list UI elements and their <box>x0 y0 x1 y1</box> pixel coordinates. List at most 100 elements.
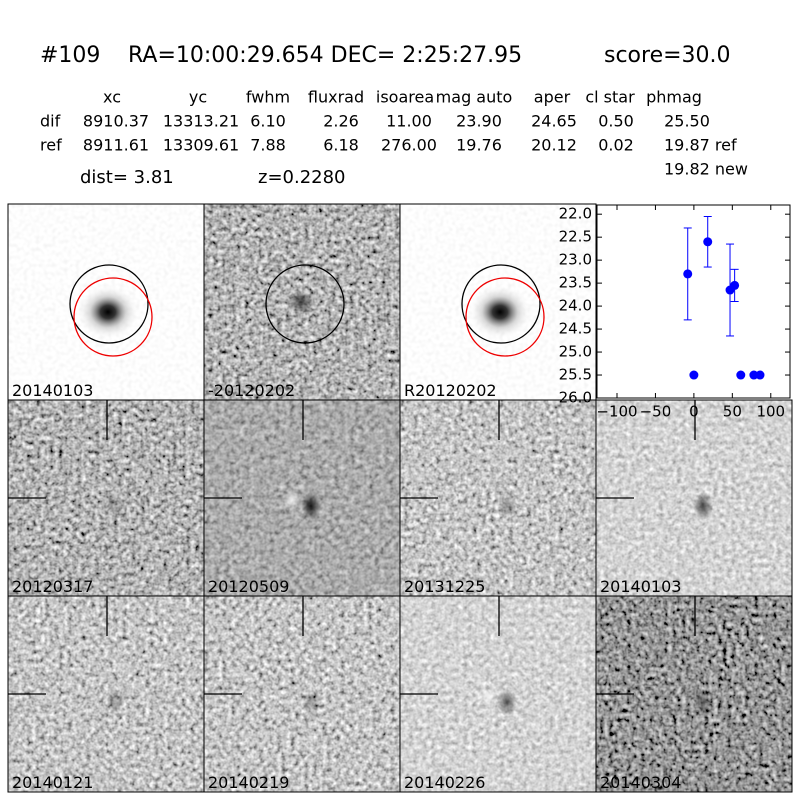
light-curve: 22.0 22.5 23.0 23.5 24.0 24.5 25.0 25.5 26.0−100… <box>559 204 791 421</box>
table-cell: 7.88 <box>250 136 286 155</box>
y-tick-label: 23.5 <box>559 274 592 292</box>
table-cell: 13313.21 <box>163 112 239 131</box>
column-header: xc <box>103 88 121 107</box>
column-header: yc <box>189 88 207 107</box>
panel-label: 20140219 <box>208 773 289 792</box>
table-cell: 13309.61 <box>163 136 239 155</box>
panel-label: 20120509 <box>208 577 289 596</box>
table-cell: 25.50 <box>664 112 710 131</box>
y-tick-label: 22.0 <box>559 205 592 223</box>
y-tick-label: 25.0 <box>559 343 592 361</box>
data-point <box>703 237 713 247</box>
header: #109 RA=10:00:29.654 DEC= 2:25:27.95 sco… <box>40 43 731 188</box>
panel-label: 20140304 <box>600 773 681 792</box>
table-cell: 24.65 <box>531 112 577 131</box>
y-tick-label: 26.0 <box>559 389 592 407</box>
table-cell: 2.26 <box>323 112 359 131</box>
distance: dist= 3.81 <box>80 167 174 188</box>
residual-spot <box>105 492 125 520</box>
column-header: aper <box>534 88 571 107</box>
plot-background <box>597 205 790 398</box>
image-panel: 20140226 <box>399 595 597 793</box>
table-cell: 19.76 <box>456 136 502 155</box>
residual-spot <box>497 492 517 520</box>
image-panels: 20140103 -20120202 R20120202 20120317 201205… <box>7 203 793 793</box>
panel-frame <box>595 595 793 793</box>
table-cell: 276.00 <box>381 136 437 155</box>
panel-label: 20140103 <box>600 577 681 596</box>
residual-spot <box>497 688 517 716</box>
residual-spot <box>301 492 321 520</box>
image-panel: 20140304 <box>595 595 793 793</box>
table-cell: 23.90 <box>456 112 502 131</box>
data-point <box>689 370 699 380</box>
panel-label: 20131225 <box>404 577 485 596</box>
panel-label: -20120202 <box>208 381 295 400</box>
column-header: mag auto <box>436 88 513 107</box>
table-cell: 0.02 <box>598 136 634 155</box>
table-cell: 19.87 ref <box>664 136 737 155</box>
residual-spot <box>301 688 321 716</box>
row-label: ref <box>40 136 62 155</box>
x-tick-label: 50 <box>723 403 742 421</box>
table-cell: 11.00 <box>386 112 432 131</box>
detection-circle <box>69 264 149 344</box>
table-cell: 0.50 <box>598 112 634 131</box>
column-header: phmag <box>646 88 702 107</box>
image-panel: -20120202 <box>203 203 401 401</box>
residual-white <box>284 490 300 510</box>
table-cell: 6.10 <box>250 112 286 131</box>
coordinates: RA=10:00:29.654 DEC= 2:25:27.95 <box>128 43 522 68</box>
y-tick-label: 23.0 <box>559 251 592 269</box>
new-phmag: 19.82 new <box>664 160 748 179</box>
y-tick-label: 25.5 <box>559 366 592 384</box>
column-header: fluxrad <box>308 88 364 107</box>
reference-circle <box>465 277 545 357</box>
residual-spot <box>693 688 713 716</box>
score: score=30.0 <box>604 43 731 68</box>
detection-circle <box>265 264 345 344</box>
data-point <box>755 370 765 380</box>
table-cell: 8911.61 <box>83 136 149 155</box>
column-header: isoarea <box>376 88 434 107</box>
column-header: fwhm <box>246 88 290 107</box>
panel-label: 20140121 <box>12 773 93 792</box>
image-panel: 20140103 <box>595 399 793 597</box>
image-panel: 20131225 <box>399 399 597 597</box>
residual-spot <box>287 291 315 313</box>
source-blob <box>470 286 530 338</box>
plot-frame <box>596 204 791 399</box>
x-tick-label: 100 <box>756 403 785 421</box>
photometry-table: xc yc fwhm fluxrad isoarea mag auto aper cl sta… <box>40 88 748 179</box>
panel-label: 20140103 <box>12 381 93 400</box>
panel-label: 20120317 <box>12 577 93 596</box>
image-panel: 20120509 <box>203 399 401 597</box>
source-blob <box>78 286 138 338</box>
x-tick-label: 0 <box>689 403 699 421</box>
data-point <box>749 370 759 380</box>
image-panel: 20140103 <box>7 203 205 401</box>
image-panel: 20140121 <box>7 595 205 793</box>
residual-white <box>480 686 496 706</box>
detection-circle <box>461 264 541 344</box>
image-panel: R20120202 <box>399 203 597 401</box>
y-tick-label: 22.5 <box>559 228 592 246</box>
column-header: cl star <box>585 88 635 107</box>
candidate-id: #109 <box>40 43 100 68</box>
x-tick-label: −50 <box>640 403 672 421</box>
data-point <box>683 269 693 279</box>
x-tick-label: −100 <box>596 403 637 421</box>
y-tick-label: 24.5 <box>559 320 592 338</box>
panel-label: R20120202 <box>404 381 497 400</box>
table-cell: 8910.37 <box>83 112 149 131</box>
reference-circle <box>73 277 153 357</box>
image-panel: 20140219 <box>203 595 401 793</box>
data-point <box>736 370 746 380</box>
redshift: z=0.2280 <box>258 167 346 188</box>
residual-spot <box>105 688 125 716</box>
data-point <box>730 280 740 290</box>
table-cell: 6.18 <box>323 136 359 155</box>
image-panel: 20120317 <box>7 399 205 597</box>
